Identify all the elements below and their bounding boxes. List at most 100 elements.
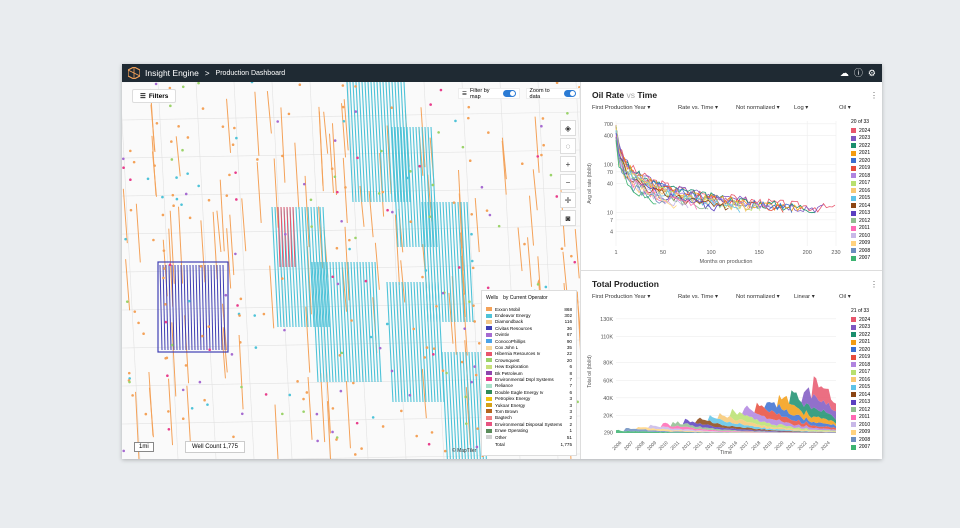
operator-legend-row[interactable]: Environmental Dspl Systems 7: [486, 376, 572, 382]
year-legend-item[interactable]: 2021: [851, 150, 878, 158]
chart-control-dropdown[interactable]: Log ▾: [794, 105, 809, 111]
operator-legend-row[interactable]: Tom Brown 3: [486, 408, 572, 414]
year-legend-item[interactable]: 2007: [851, 255, 878, 263]
cloud-download-icon[interactable]: ☁: [839, 67, 849, 78]
year-legend-item[interactable]: 2011: [851, 414, 878, 422]
operator-color-swatch: [486, 313, 492, 318]
year-legend-item[interactable]: 2009: [851, 429, 878, 437]
x-tick-label: 2014: [704, 440, 716, 452]
operator-legend-row[interactable]: ConocoPhillips 90: [486, 338, 572, 344]
year-legend-item[interactable]: 2017: [851, 369, 878, 377]
year-legend-item[interactable]: 2020: [851, 346, 878, 354]
total-production-legend-head[interactable]: 21 of 33: [851, 308, 870, 314]
year-legend-item[interactable]: 2023: [851, 135, 878, 143]
zoom-in-button[interactable]: +: [560, 156, 576, 172]
year-legend-item[interactable]: 2012: [851, 406, 878, 414]
operator-legend-row[interactable]: Environmental Disposal Systems 2: [486, 421, 572, 427]
filter-by-map-switch[interactable]: [503, 90, 516, 97]
app-title[interactable]: Insight Engine: [145, 68, 199, 78]
operator-legend-row[interactable]: Diamondback 116: [486, 319, 572, 325]
operator-legend-row[interactable]: Exxon Mobil 868: [486, 306, 572, 312]
chart-control-dropdown[interactable]: Not normalized ▾: [736, 105, 780, 111]
year-legend-item[interactable]: 2015: [851, 195, 878, 203]
operator-legend-row[interactable]: Civitas Resources 36: [486, 325, 572, 331]
year-legend-item[interactable]: 2016: [851, 187, 878, 195]
year-legend-item[interactable]: 2008: [851, 247, 878, 255]
chart-control-dropdown[interactable]: Linear ▾: [794, 294, 815, 300]
year-legend-item[interactable]: 2022: [851, 142, 878, 150]
map-canvas[interactable]: [122, 82, 580, 459]
year-legend-item[interactable]: 2010: [851, 421, 878, 429]
year-label: 2024: [859, 127, 871, 134]
year-legend-item[interactable]: 2017: [851, 180, 878, 188]
year-legend-item[interactable]: 2014: [851, 391, 878, 399]
oil-rate-menu-icon[interactable]: ⋮: [870, 91, 878, 100]
operator-legend-row[interactable]: Cox John L 35: [486, 344, 572, 350]
total-production-menu-icon[interactable]: ⋮: [870, 280, 878, 289]
operator-legend-row[interactable]: Bk Petroleum 8: [486, 370, 572, 376]
operator-legend-row[interactable]: Other 51: [486, 434, 572, 440]
help-icon[interactable]: ⓘ: [853, 67, 863, 78]
year-legend-item[interactable]: 2021: [851, 339, 878, 347]
year-legend-item[interactable]: 2023: [851, 324, 878, 332]
operator-legend-row[interactable]: Endeavor Energy 302: [486, 312, 572, 318]
operator-legend-row[interactable]: Reliance 7: [486, 383, 572, 389]
year-legend-item[interactable]: 2024: [851, 316, 878, 324]
draw-lasso-icon[interactable]: ◌: [560, 138, 576, 154]
year-legend-item[interactable]: 2013: [851, 210, 878, 218]
chart-control-dropdown[interactable]: Not normalized ▾: [736, 294, 780, 300]
operator-legend-row[interactable]: Hew Exploration 6: [486, 364, 572, 370]
chart-control-dropdown[interactable]: Rate vs. Time ▾: [678, 294, 718, 300]
year-legend-item[interactable]: 2009: [851, 240, 878, 248]
operator-legend-row[interactable]: Petroplex Energy 3: [486, 395, 572, 401]
zoom-to-data-toggle[interactable]: Zoom to data: [525, 88, 580, 100]
zoom-to-data-switch[interactable]: [563, 90, 576, 97]
chart-control-dropdown[interactable]: Oil ▾: [839, 105, 851, 111]
breadcrumb-page[interactable]: Production Dashboard: [215, 69, 286, 77]
x-tick-label: 2022: [797, 440, 809, 452]
year-legend-item[interactable]: 2015: [851, 384, 878, 392]
year-legend-item[interactable]: 2020: [851, 157, 878, 165]
year-legend-item[interactable]: 2019: [851, 165, 878, 173]
recenter-icon[interactable]: ✛: [560, 192, 576, 208]
year-legend-item[interactable]: 2008: [851, 436, 878, 444]
chart-control-dropdown[interactable]: Rate vs. Time ▾: [678, 105, 718, 111]
gear-icon[interactable]: ⚙: [867, 67, 876, 78]
year-legend-item[interactable]: 2018: [851, 172, 878, 180]
year-legend-item[interactable]: 2013: [851, 399, 878, 407]
year-legend-item[interactable]: 2011: [851, 225, 878, 233]
operator-legend-row[interactable]: Bagtech 2: [486, 415, 572, 421]
filter-by-map-toggle[interactable]: ☰ Filter by map: [458, 88, 520, 100]
year-legend-item[interactable]: 2007: [851, 444, 878, 452]
legend-group-dropdown[interactable]: by Current Operator: [503, 295, 548, 301]
year-legend-item[interactable]: 2019: [851, 354, 878, 362]
map-view[interactable]: ☰ Filters ☰ Filter by map Zoom to data ◈…: [122, 82, 580, 459]
year-legend-item[interactable]: 2016: [851, 376, 878, 384]
chart-control-dropdown[interactable]: First Production Year ▾: [592, 105, 651, 111]
camera-icon[interactable]: ◙: [560, 210, 576, 226]
operator-legend-row[interactable]: Enwe Operating 1: [486, 427, 572, 433]
chart-control-dropdown[interactable]: First Production Year ▾: [592, 294, 651, 300]
y-tick-label: 100: [604, 162, 613, 168]
year-legend-item[interactable]: 2012: [851, 217, 878, 225]
zoom-out-button[interactable]: −: [560, 174, 576, 190]
operator-legend-row[interactable]: Double Eagle Energy Iv 6: [486, 389, 572, 395]
operator-legend-row[interactable]: Hibernia Resources Iv 22: [486, 351, 572, 357]
year-legend-item[interactable]: 2014: [851, 202, 878, 210]
year-legend-item[interactable]: 2024: [851, 127, 878, 135]
map-attribution[interactable]: © MapTiler: [452, 448, 477, 454]
filters-button[interactable]: ☰ Filters: [132, 89, 177, 103]
operator-legend-row[interactable]: Crownquest 20: [486, 357, 572, 363]
operator-legend-row[interactable]: Yukoar Energy 3: [486, 402, 572, 408]
oil-rate-legend-head[interactable]: 20 of 33: [851, 119, 870, 125]
legend-title[interactable]: Wells: [486, 295, 499, 301]
year-legend-item[interactable]: 2010: [851, 232, 878, 240]
chart-control-dropdown[interactable]: Oil ▾: [839, 294, 851, 300]
operator-legend-row[interactable]: Ovintiv 67: [486, 332, 572, 338]
layers-icon[interactable]: ◈: [560, 120, 576, 136]
scale-bar: 1mi: [134, 442, 154, 452]
year-legend-item[interactable]: 2018: [851, 361, 878, 369]
year-legend-item[interactable]: 2022: [851, 331, 878, 339]
